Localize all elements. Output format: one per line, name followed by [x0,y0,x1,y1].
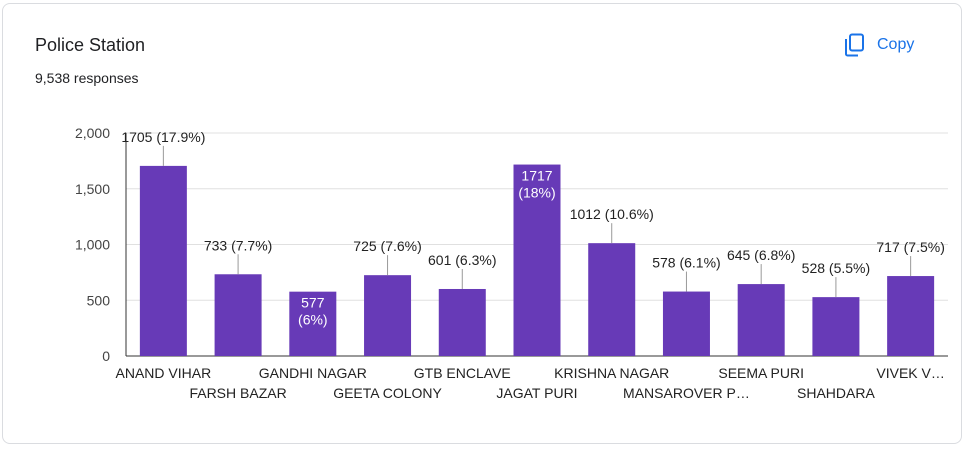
bar [289,291,337,356]
x-tick-label: SEEMA PURI [718,365,804,381]
question-title: Police Station [35,35,146,55]
data-label: 645 (6.8%) [727,247,795,263]
y-tick-label: 0 [102,348,110,364]
bar [214,274,262,356]
y-tick-label: 500 [87,292,111,308]
bar [438,288,486,356]
data-label: 1717 (18%) [518,168,555,201]
data-label: 577 (6%) [298,295,328,328]
bar [513,164,561,356]
y-tick-label: 1,500 [75,181,110,197]
x-tick-label: GTB ENCLAVE [414,365,511,381]
x-tick-label: VIVEK V… [876,365,944,381]
bar [812,297,860,356]
data-label-percent: (6%) [298,312,328,328]
y-tick-label: 2,000 [75,125,110,141]
bar [662,291,710,356]
data-label-percent: (18%) [518,185,555,201]
x-tick-label: MANSAROVER P… [623,385,750,401]
y-tick-label: 1,000 [75,237,110,253]
x-tick-label: SHAHDARA [797,385,875,401]
x-tick-label: ANAND VIHAR [116,365,212,381]
copy-label: Copy [877,36,915,53]
bar [139,165,187,356]
response-count: 9,538 responses [35,70,139,86]
data-label: 1012 (10.6%) [570,206,654,222]
x-tick-label: GANDHI NAGAR [259,365,367,381]
data-label: 1705 (17.9%) [121,129,205,145]
data-label: 717 (7.5%) [876,239,944,255]
bar [737,284,785,356]
data-label-value: 1717 [521,168,552,184]
data-label-value: 577 [301,295,325,311]
x-tick-label: KRISHNA NAGAR [554,365,669,381]
copy-button[interactable]: Copy [843,28,914,62]
data-label: 725 (7.6%) [353,238,421,254]
data-label: 578 (6.1%) [652,255,720,271]
data-label: 601 (6.3%) [428,252,496,268]
x-tick-label: FARSH BAZAR [189,385,286,401]
bar [364,275,412,356]
x-tick-label: GEETA COLONY [333,385,442,401]
bar [887,276,935,356]
data-label: 733 (7.7%) [204,237,272,253]
bar [588,243,636,356]
data-label: 528 (5.5%) [802,260,870,276]
x-tick-label: JAGAT PURI [496,385,577,401]
copy-icon [845,33,864,57]
